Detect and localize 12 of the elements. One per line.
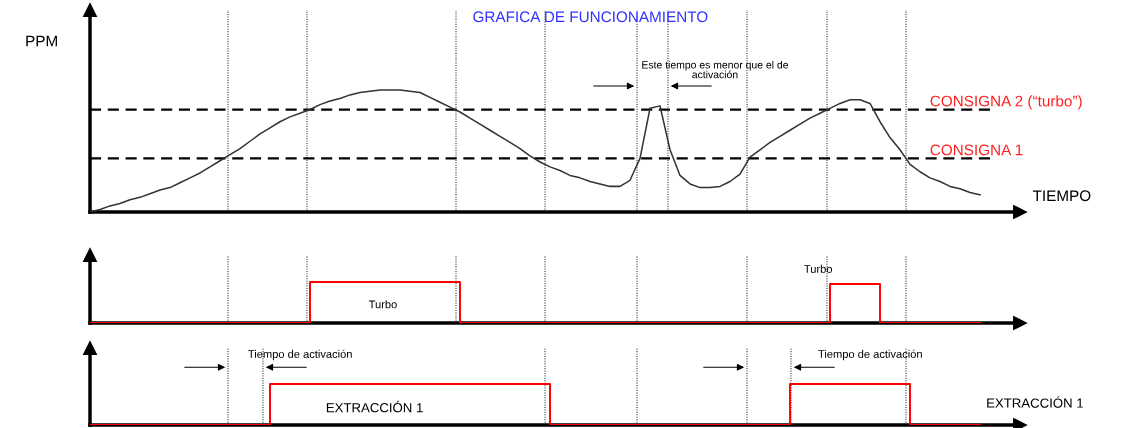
- text: Este tiempo es menor que el de activación: [642, 60, 789, 79]
- ref-line-label: CONSIGNA 2 (“turbo”): [930, 95, 1082, 110]
- text: Tiempo de activación: [818, 349, 922, 361]
- text: Tiempo de activación: [248, 349, 352, 361]
- chart-title: GRAFICA DE FUNCIONAMIENTO: [473, 11, 708, 23]
- annotation: EXTRACCIÓN 1: [326, 400, 423, 413]
- ref-line-label: CONSIGNA 1: [930, 144, 1023, 156]
- text: EXTRACCIÓN 1: [987, 396, 1083, 408]
- x-axis-title: TIEMPO: [1032, 190, 1091, 202]
- text: Turbo: [804, 264, 833, 273]
- y-axis-title: PPM: [26, 35, 57, 47]
- annotation: Turbo: [368, 300, 397, 309]
